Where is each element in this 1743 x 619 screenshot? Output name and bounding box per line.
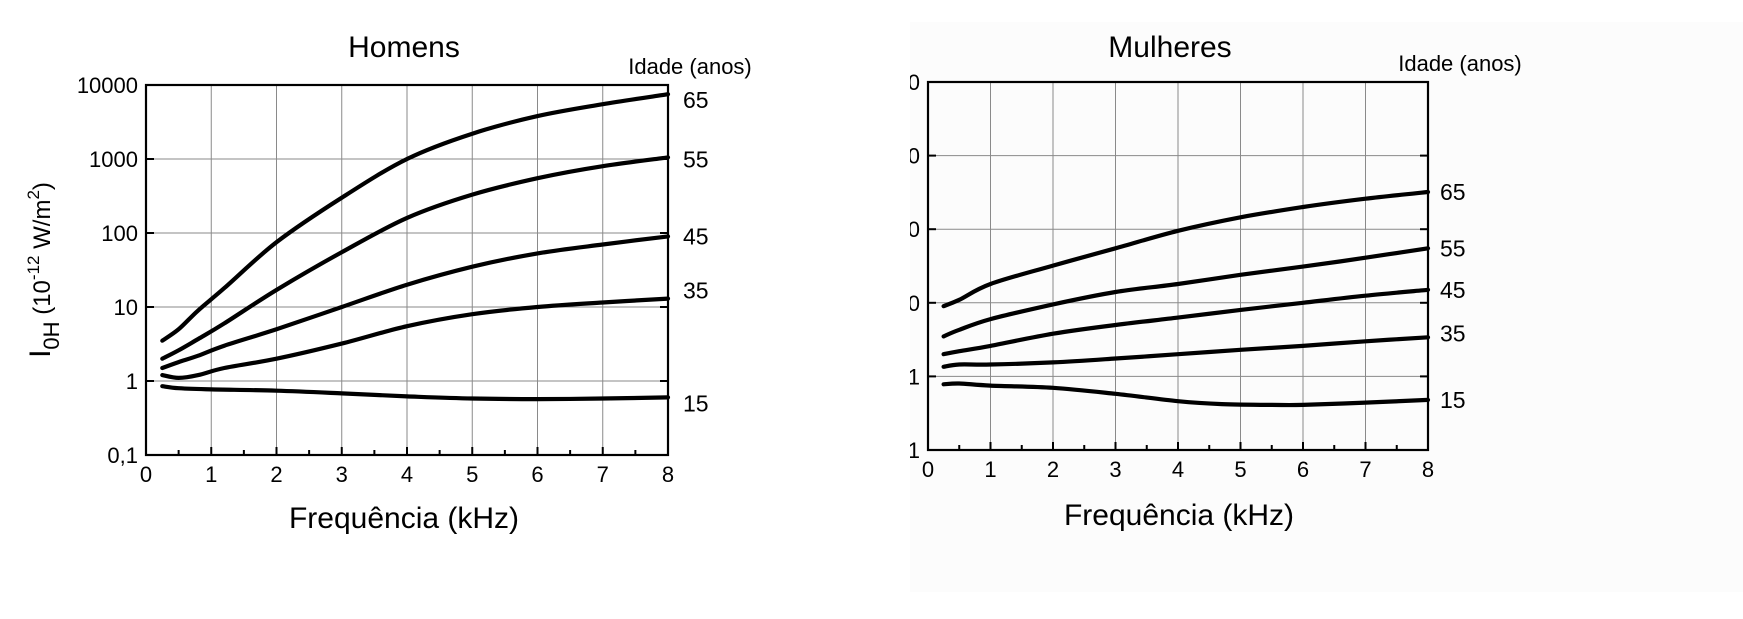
y-tick-label: 1 (126, 369, 138, 394)
y-axis-label-exp: -12 (24, 256, 43, 281)
grid (146, 85, 668, 455)
y-axis-label-main: I (24, 350, 57, 358)
y-tick-label: 0,1 (107, 443, 138, 468)
x-tick-label: 7 (597, 462, 609, 487)
x-tick-label: 6 (1297, 457, 1309, 482)
y-axis-label: I0H (10-12 W/m2) (24, 182, 64, 358)
x-tick-label: 5 (1234, 457, 1246, 482)
series-line-15 (941, 381, 1431, 408)
y-axis-label-close: ) (29, 182, 56, 190)
x-tick-label: 2 (270, 462, 282, 487)
chart-title: Mulheres (1108, 31, 1231, 64)
y-tick-label: 100 (910, 217, 920, 242)
y-axis-label-exp2: 2 (24, 190, 43, 199)
chart-panel-mulheres: 0123456780,1110100100010000MulheresIdade… (910, 22, 1743, 592)
y-tick-label: 10000 (77, 73, 138, 98)
series-label-35: 35 (1440, 320, 1466, 346)
y-tick-label: 1000 (910, 144, 920, 169)
x-tick-label: 4 (401, 462, 413, 487)
y-axis-label-unit-mid: W/m (29, 200, 56, 256)
series-label-65: 65 (683, 87, 709, 113)
y-axis-label-unit: (10 (29, 280, 56, 321)
chart-mulheres: 0123456780,1110100100010000MulheresIdade… (910, 31, 1522, 532)
series-line-35 (941, 335, 1431, 369)
chart-panel-homens: 0 1 2 3 4 5 6 7 8 0,1 1 10 100 1000 10000 Homens Idade (… (0, 0, 870, 619)
series-label-45: 45 (1440, 277, 1466, 303)
series-line-65 (941, 189, 1431, 309)
series-label-15: 15 (683, 390, 709, 416)
series-line-15 (160, 384, 671, 402)
series-label-35: 35 (683, 278, 709, 304)
y-tick-label: 1000 (89, 147, 138, 172)
legend-title: Idade (anos) (628, 54, 752, 79)
series-line-55 (941, 246, 1431, 339)
series-label-65: 65 (1440, 179, 1466, 205)
series-label-55: 55 (1440, 235, 1466, 261)
x-tick-label: 1 (205, 462, 217, 487)
series-label-15: 15 (1440, 387, 1466, 413)
x-tick-label: 6 (531, 462, 543, 487)
legend-title: Idade (anos) (1398, 51, 1522, 76)
x-tick-label: 0 (140, 462, 152, 487)
x-tick-label: 4 (1172, 457, 1184, 482)
series-line-65 (160, 92, 671, 343)
x-tick-label: 1 (984, 457, 996, 482)
grid (928, 82, 1428, 450)
x-tick-label: 7 (1359, 457, 1371, 482)
x-tick-label: 3 (336, 462, 348, 487)
series-line-55 (160, 155, 671, 361)
x-axis-label: Frequência (kHz) (289, 502, 519, 535)
x-tick-label: 0 (922, 457, 934, 482)
series-line-45 (160, 234, 671, 371)
x-tick-label: 5 (466, 462, 478, 487)
series-label-45: 45 (683, 223, 709, 249)
series-label-55: 55 (683, 146, 709, 172)
series-line-45 (941, 287, 1431, 357)
y-tick-label: 100 (101, 221, 138, 246)
x-tick-label: 3 (1109, 457, 1121, 482)
x-tick-label: 8 (1422, 457, 1434, 482)
y-tick-label: 10 (910, 291, 920, 316)
y-tick-label: 10000 (910, 70, 920, 95)
series-line-35 (160, 296, 671, 380)
chart-title: Homens (348, 31, 460, 64)
x-tick-label: 2 (1047, 457, 1059, 482)
x-axis-label: Frequência (kHz) (1064, 499, 1294, 532)
y-tick-label: 1 (910, 364, 920, 389)
y-tick-label: 10 (114, 295, 138, 320)
x-tick-label: 8 (662, 462, 674, 487)
y-axis-label-sub: 0H (39, 321, 64, 349)
y-tick-label: 0,1 (910, 438, 920, 463)
